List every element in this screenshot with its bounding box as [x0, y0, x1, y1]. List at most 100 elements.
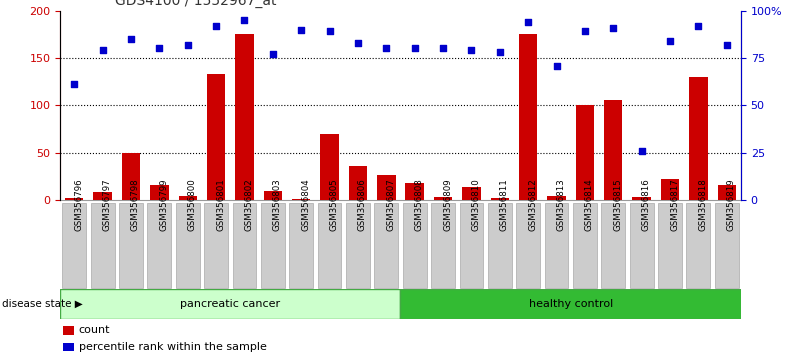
Point — [238, 17, 251, 23]
Bar — [60, 289, 400, 319]
Point — [692, 23, 705, 29]
FancyBboxPatch shape — [545, 202, 569, 288]
FancyBboxPatch shape — [346, 202, 370, 288]
Text: pancreatic cancer: pancreatic cancer — [180, 298, 280, 309]
FancyBboxPatch shape — [176, 202, 199, 288]
FancyBboxPatch shape — [686, 202, 710, 288]
FancyBboxPatch shape — [119, 202, 143, 288]
FancyBboxPatch shape — [261, 202, 285, 288]
Bar — [604, 99, 622, 200]
FancyBboxPatch shape — [289, 202, 313, 288]
Bar — [519, 34, 537, 200]
FancyBboxPatch shape — [147, 202, 171, 288]
Point — [578, 29, 591, 34]
Point — [521, 19, 534, 25]
Text: GSM356819: GSM356819 — [727, 178, 736, 231]
FancyBboxPatch shape — [204, 202, 228, 288]
FancyBboxPatch shape — [714, 202, 739, 288]
Bar — [576, 105, 594, 200]
Point — [409, 46, 421, 51]
Bar — [235, 34, 254, 200]
Point — [663, 38, 676, 44]
Text: GSM356809: GSM356809 — [443, 178, 452, 231]
FancyBboxPatch shape — [232, 202, 256, 288]
Text: GSM356818: GSM356818 — [698, 178, 707, 231]
Bar — [462, 187, 481, 200]
Text: GSM356817: GSM356817 — [670, 178, 679, 231]
FancyBboxPatch shape — [488, 202, 512, 288]
Text: GSM356816: GSM356816 — [642, 178, 650, 231]
Text: GSM356799: GSM356799 — [159, 178, 168, 231]
Text: GSM356807: GSM356807 — [386, 178, 396, 231]
Point — [720, 42, 733, 47]
Text: percentile rank within the sample: percentile rank within the sample — [78, 342, 267, 352]
Bar — [94, 193, 112, 200]
Bar — [400, 289, 741, 319]
Text: GSM356814: GSM356814 — [585, 178, 594, 231]
Text: GSM356815: GSM356815 — [614, 178, 622, 231]
Bar — [264, 190, 282, 200]
FancyBboxPatch shape — [62, 202, 87, 288]
FancyBboxPatch shape — [460, 202, 483, 288]
Text: GSM356803: GSM356803 — [273, 178, 282, 231]
Text: GSM356801: GSM356801 — [216, 178, 225, 231]
Point — [607, 25, 620, 30]
Bar — [179, 196, 197, 200]
Text: count: count — [78, 325, 111, 336]
Bar — [661, 179, 679, 200]
Bar — [633, 197, 651, 200]
Point — [465, 47, 478, 53]
Bar — [292, 199, 311, 200]
Bar — [320, 134, 339, 200]
Point — [295, 27, 308, 32]
Text: GSM356804: GSM356804 — [301, 178, 310, 231]
Point — [210, 23, 223, 29]
Bar — [122, 153, 140, 200]
Point — [635, 148, 648, 154]
FancyBboxPatch shape — [573, 202, 597, 288]
Bar — [207, 74, 225, 200]
FancyBboxPatch shape — [374, 202, 398, 288]
Point — [153, 46, 166, 51]
Point — [181, 42, 194, 47]
Text: GSM356806: GSM356806 — [358, 178, 367, 231]
Bar — [377, 175, 396, 200]
Point — [380, 46, 392, 51]
Point — [437, 46, 449, 51]
Bar — [65, 198, 83, 200]
Point — [493, 50, 506, 55]
Text: GSM356796: GSM356796 — [74, 178, 83, 231]
FancyBboxPatch shape — [630, 202, 654, 288]
Point — [125, 36, 138, 42]
Bar — [150, 185, 168, 200]
Point — [96, 47, 109, 53]
Text: disease state ▶: disease state ▶ — [2, 298, 83, 309]
Point — [68, 82, 81, 87]
FancyBboxPatch shape — [318, 202, 341, 288]
Text: GSM356802: GSM356802 — [244, 178, 253, 231]
Bar — [434, 197, 453, 200]
Text: GSM356798: GSM356798 — [131, 178, 140, 231]
Text: GSM356800: GSM356800 — [187, 178, 197, 231]
Bar — [348, 166, 367, 200]
Text: GSM356808: GSM356808 — [415, 178, 424, 231]
Text: healthy control: healthy control — [529, 298, 613, 309]
Point — [267, 51, 280, 57]
Text: GSM356805: GSM356805 — [329, 178, 339, 231]
FancyBboxPatch shape — [517, 202, 540, 288]
Text: GSM356812: GSM356812 — [528, 178, 537, 231]
Text: GSM356797: GSM356797 — [103, 178, 111, 231]
FancyBboxPatch shape — [403, 202, 427, 288]
Bar — [63, 343, 74, 352]
Point — [352, 40, 364, 46]
FancyBboxPatch shape — [431, 202, 455, 288]
Text: GSM356810: GSM356810 — [472, 178, 481, 231]
FancyBboxPatch shape — [602, 202, 625, 288]
Bar — [490, 198, 509, 200]
Text: GSM356811: GSM356811 — [500, 178, 509, 231]
Bar — [689, 77, 707, 200]
Point — [550, 63, 563, 68]
Point — [323, 29, 336, 34]
Text: GSM356813: GSM356813 — [557, 178, 566, 231]
Bar — [547, 196, 566, 200]
